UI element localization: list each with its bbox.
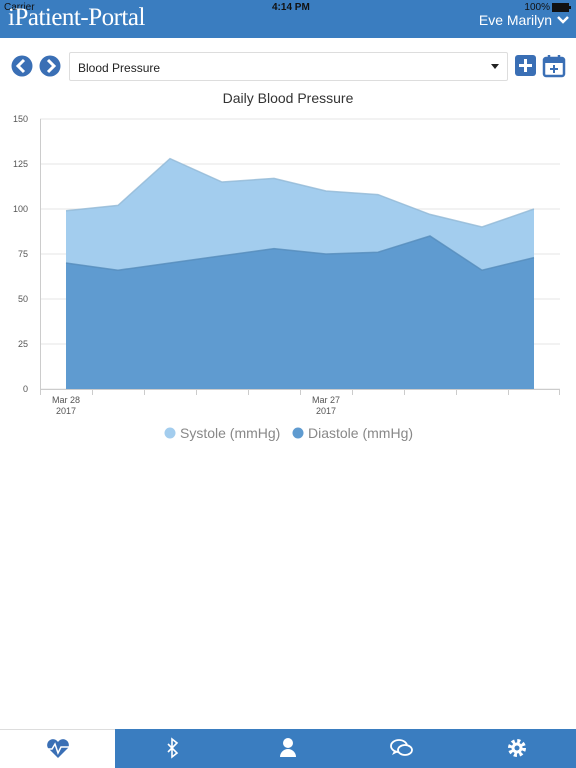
profile-tab[interactable] [280, 738, 296, 757]
battery-icon [552, 3, 571, 12]
x-tick-label: Mar 27 2017 [311, 395, 340, 416]
user-menu[interactable]: Eve Marilyn [478, 12, 552, 28]
y-tick-label: 0 [23, 384, 28, 394]
legend-swatch [292, 427, 304, 439]
bluetooth-tab[interactable] [167, 737, 179, 759]
area-line [65, 235, 535, 272]
area [66, 236, 534, 389]
clock: 4:14 PM [272, 2, 310, 13]
y-tick-label: 50 [18, 294, 28, 304]
legend-item[interactable]: Diastole (mmHg) [292, 425, 414, 441]
next-button[interactable] [39, 55, 61, 77]
legend-item[interactable]: Systole (mmHg) [164, 425, 281, 441]
chart-container: Daily Blood Pressure 0 25 50 75 100 125 150 Syst… [0, 85, 576, 455]
select-caret [491, 64, 499, 69]
x-tick-label: Mar 28 2017 [51, 395, 80, 416]
y-tick-label: 75 [18, 249, 28, 259]
logo[interactable]: iPatient-Portal [8, 4, 145, 31]
carrier: Carrier [4, 2, 35, 13]
action-buttons [515, 55, 566, 78]
previous-button[interactable] [11, 55, 33, 77]
legend-label: Diastole (mmHg) [308, 425, 413, 441]
chart-select[interactable]: Blood Pressure [69, 52, 508, 81]
nav-buttons [11, 55, 61, 77]
chart-title: Daily Blood Pressure [223, 90, 354, 106]
legend-label: Systole (mmHg) [180, 425, 280, 441]
y-tick-label: 150 [13, 114, 28, 124]
calendar-button[interactable] [542, 55, 566, 78]
legend-swatch [164, 427, 176, 439]
add-button[interactable] [515, 55, 536, 76]
tab-bar [0, 729, 576, 768]
select-value: Blood Pressure [78, 61, 161, 75]
y-tick-label: 100 [13, 204, 28, 214]
area-line [65, 157, 535, 228]
chart: Daily Blood Pressure 0 25 50 75 100 125 150 Syst… [13, 90, 560, 441]
settings-tab[interactable] [508, 739, 526, 757]
y-tick-label: 25 [18, 339, 28, 349]
user-chevron[interactable] [556, 15, 570, 25]
vitals-tab[interactable] [46, 739, 70, 758]
battery-level: 100% [524, 2, 550, 13]
messages-tab[interactable] [390, 739, 413, 756]
y-tick-label: 125 [13, 159, 28, 169]
header-bar [0, 0, 576, 38]
